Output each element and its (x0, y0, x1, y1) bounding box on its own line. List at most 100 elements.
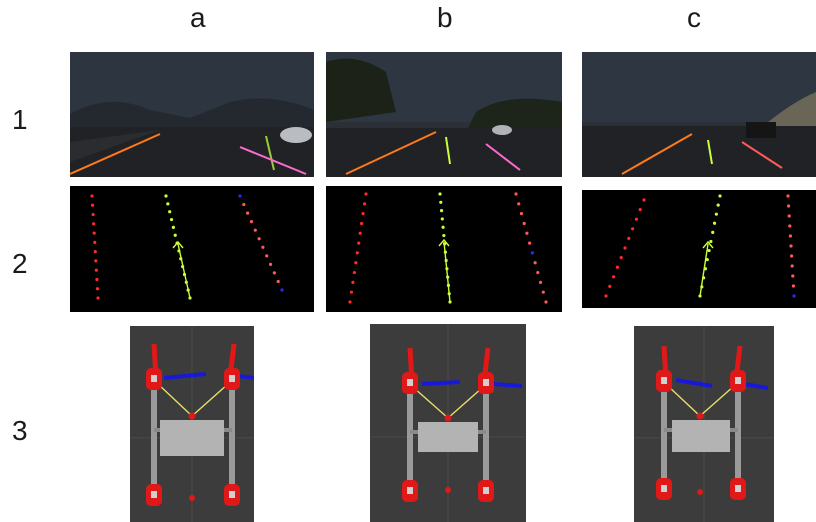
lane-point (93, 240, 97, 244)
lane-point (261, 245, 265, 249)
lane-point (642, 198, 646, 202)
lane-point (351, 280, 355, 284)
wheel-hub (483, 487, 489, 494)
direction-bar (421, 380, 461, 386)
lane-point (357, 241, 361, 245)
lane-point (612, 275, 616, 279)
lane-point (638, 208, 642, 212)
lane-point (362, 202, 367, 206)
wheel-hub (229, 491, 235, 498)
row-label-3: 3 (12, 415, 28, 446)
lane-points-svg-c (604, 194, 796, 298)
direction-bar (743, 382, 769, 390)
lane-point (791, 274, 795, 278)
lane-point (522, 221, 526, 226)
lane-point (604, 294, 608, 298)
lane-point (792, 294, 796, 298)
lane-point (709, 239, 713, 244)
lane-point (707, 248, 711, 253)
lane-point (439, 209, 444, 213)
lane-point (514, 192, 518, 196)
wheel-hub (151, 375, 157, 382)
lane-points-a (70, 186, 314, 312)
lane-points-c (582, 190, 816, 308)
direction-bar (493, 382, 523, 388)
rear-point (445, 487, 451, 493)
lane-point (364, 192, 368, 196)
lane-point (246, 211, 250, 215)
lane-point (517, 202, 521, 206)
lane-point (168, 210, 172, 214)
column-label-c: c (687, 2, 701, 33)
lane-point (169, 217, 174, 222)
lane-point (171, 225, 175, 229)
lane-point (627, 236, 631, 240)
lane-point (528, 241, 532, 245)
steering-link (191, 383, 229, 417)
frame-rail-left (407, 382, 413, 490)
lane-point (536, 270, 540, 275)
lane-point (94, 259, 98, 263)
lane-point (519, 212, 524, 216)
steering-link (699, 385, 735, 417)
lane-point (268, 262, 273, 266)
lane-point (615, 265, 619, 269)
direction-bar (163, 372, 207, 380)
lane-point (631, 227, 635, 231)
lane-point (438, 192, 442, 196)
lane-point (360, 221, 364, 226)
wheel-hub (407, 379, 413, 386)
lane-point (442, 233, 446, 238)
frame-rail-left (151, 378, 157, 494)
robot-body (672, 420, 730, 452)
lane-point (276, 279, 280, 284)
lane-point (96, 296, 100, 300)
lane-points-svg-a (90, 194, 284, 300)
lane-point (238, 194, 242, 198)
lane-point (789, 244, 793, 248)
lane-point (358, 231, 362, 235)
lane-point (790, 264, 794, 268)
road-image-b (326, 52, 562, 177)
robot-body (160, 420, 224, 456)
direction-bar (675, 378, 713, 388)
wheel-hub (661, 377, 667, 384)
center-lane-line (177, 243, 191, 299)
lane-point (790, 254, 794, 258)
lane-point (265, 254, 269, 258)
row-label-1: 1 (12, 104, 28, 135)
rear-point (697, 489, 703, 495)
column-label-a: a (190, 2, 206, 33)
robot-view-c (634, 326, 774, 522)
frame-rail-left (661, 380, 667, 488)
lane-point (623, 246, 627, 250)
wheel-hub (407, 487, 413, 494)
lane-point (93, 250, 97, 254)
wheel-hub (735, 485, 741, 492)
robot-body (418, 422, 478, 452)
road-image-c (582, 52, 816, 177)
lane-point (349, 290, 354, 294)
row-label-2: 2 (12, 248, 28, 279)
lane-point (166, 202, 170, 206)
steering-link (157, 383, 193, 417)
lane-point (533, 261, 537, 265)
wheel-hub (483, 379, 489, 386)
lane-point (92, 231, 96, 235)
lane-point (441, 225, 445, 229)
robot-view-b (370, 324, 526, 522)
lane-point (608, 284, 612, 288)
lane-point (786, 194, 790, 198)
lane-point (361, 212, 365, 216)
lane-point (440, 217, 444, 221)
wheel-hub (735, 377, 741, 384)
rear-point (189, 495, 195, 501)
lane-point (352, 270, 356, 275)
wheel-hub (661, 485, 667, 492)
steering-link (447, 387, 483, 419)
heading-arrow (172, 240, 184, 249)
lane-point (787, 214, 791, 218)
lane-point (272, 271, 276, 275)
direction-bar (237, 374, 254, 380)
lane-point (95, 277, 99, 282)
